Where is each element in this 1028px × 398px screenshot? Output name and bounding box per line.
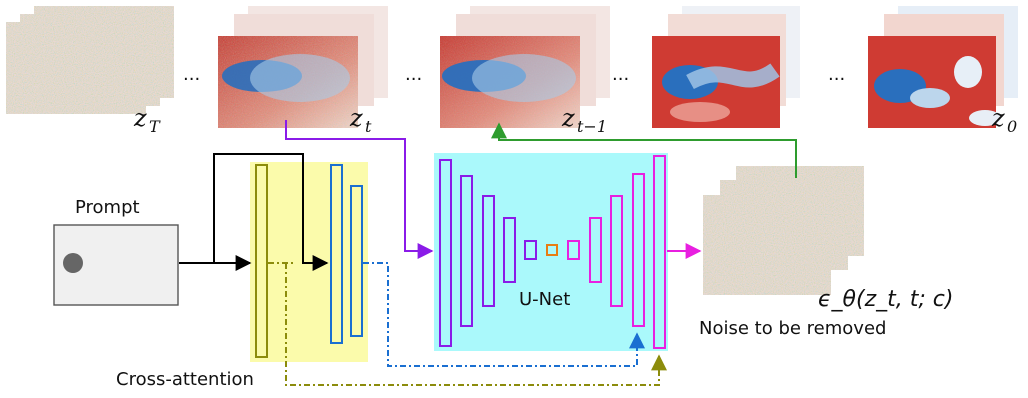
ellipsis-3: ... [612,64,629,85]
label-zt1-main: z [561,104,575,132]
unet-label: U-Net [519,289,570,310]
unet-up-4 [632,173,645,327]
prompt-dot [63,253,83,273]
unet-blocks [439,155,666,349]
noise-formula: ϵ_θ(z_t, t; c) [818,287,953,312]
label-zT-main: z [133,104,147,132]
noise-caption: Noise to be removed [699,318,886,339]
label-zt-main: z [349,104,363,132]
prompt-title: Prompt [75,197,140,218]
unet-bottleneck [546,244,558,256]
cross-attention-label: Cross-attention [116,369,254,390]
frame-stack-zt [218,6,388,128]
label-z0-sub: 0 [1007,117,1017,136]
unet-up-5 [653,155,666,349]
unet-down-1 [439,159,452,347]
unet-down-5 [524,240,537,260]
ellipsis-2: ... [405,64,422,85]
frame-stack-intermediate [652,6,800,128]
label-zt-sub: t [365,117,372,136]
encoder-block-olive [255,164,268,358]
encoder-block-blue-1 [330,164,343,344]
cross-attention-olive [285,263,667,386]
label-z0: z 0 [991,104,1017,136]
arrow-noise-to-zt1 [491,122,797,178]
arrow-prompt-skip [213,153,329,271]
unet-up-3 [610,195,623,307]
ellipsis-4: ... [828,64,845,85]
ellipsis-1: ... [183,64,200,85]
label-zT: z T [133,104,161,136]
label-zT-sub: T [149,117,161,136]
noise-stack [703,166,864,295]
encoder-block-blue-2 [350,185,363,337]
label-zt1: z t−1 [561,104,607,136]
label-z0-main: z [991,104,1005,132]
unet-down-2 [460,175,473,327]
frame-stack-z0 [868,6,1018,128]
unet-up-2 [589,217,602,283]
arrow-zt-to-unet [285,120,434,259]
unet-up-1 [567,240,580,260]
frame-stack-zT [6,6,174,114]
frame-stack-zt1 [440,6,610,128]
cross-attention-blue [363,262,645,367]
label-zt: z t [349,104,372,136]
unet-down-4 [503,217,516,283]
label-zt1-sub: t−1 [577,117,607,136]
unet-down-3 [482,195,495,307]
